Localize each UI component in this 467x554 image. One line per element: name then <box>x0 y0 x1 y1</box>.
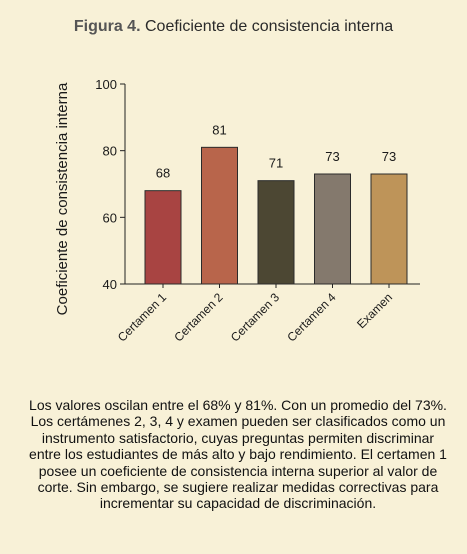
bar-4 <box>314 173 351 285</box>
bar-value-label: 73 <box>325 149 339 164</box>
bar-2 <box>201 146 238 285</box>
bar-value-label: 81 <box>212 122 226 137</box>
figure-title-text: Coeficiente de consistencia interna <box>144 18 394 35</box>
y-tick-label: 40 <box>103 277 117 292</box>
figure-title: Figura 4. Coeficiente de consistencia in… <box>0 18 467 36</box>
y-tick-label: 100 <box>95 77 117 92</box>
bar-1 <box>144 190 182 285</box>
y-tick-label: 80 <box>103 144 117 159</box>
bar-value-label: 71 <box>269 156 283 171</box>
x-tick-label: Certamen 2 <box>171 290 225 344</box>
y-axis-title: Coeficiente de consistencia interna <box>54 82 71 315</box>
bar-5 <box>370 173 408 285</box>
figure-caption: Los valores oscilan entre el 68% y 81%. … <box>29 397 447 512</box>
x-tick-label: Examen <box>354 290 395 331</box>
bar-value-label: 73 <box>382 149 396 164</box>
bar-3 <box>257 180 295 285</box>
x-tick-label: Certamen 4 <box>284 290 338 344</box>
y-tick-label: 60 <box>103 210 117 225</box>
x-tick-label: Certamen 1 <box>115 290 169 344</box>
bar-value-label: 68 <box>156 166 170 181</box>
bar-chart: 40 60 80 100 Coeficiente de consistencia int… <box>54 77 420 344</box>
figure-label: Figura 4. <box>73 18 141 35</box>
x-tick-label: Certamen 3 <box>228 290 282 344</box>
